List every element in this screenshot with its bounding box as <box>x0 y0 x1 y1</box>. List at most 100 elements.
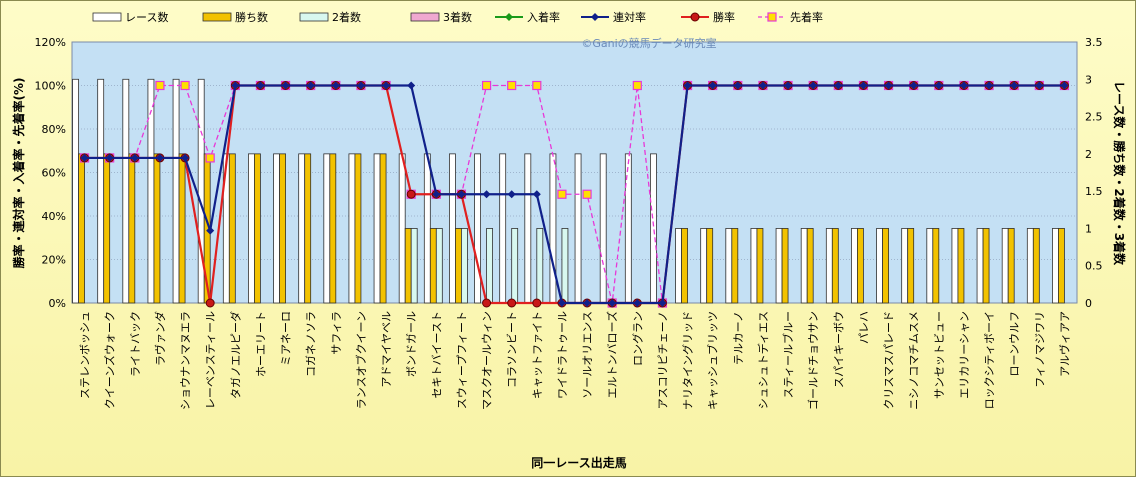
point-連対率 <box>959 81 968 90</box>
point-連対率 <box>155 153 164 162</box>
bars <box>72 78 1065 304</box>
bar-勝ち数 <box>1007 228 1015 304</box>
point-連対率 <box>934 81 943 90</box>
watermark: ©Ganiの競馬データ研究室 <box>581 36 716 50</box>
bar-レース数 <box>373 153 381 304</box>
bar-勝ち数 <box>806 228 814 304</box>
bar-レース数 <box>499 153 507 304</box>
right-tick-label: 1.5 <box>1085 185 1103 198</box>
category-label: アスコリピチェーノ <box>656 311 669 409</box>
category-label: スティールブルー <box>781 311 795 398</box>
legend-swatch <box>299 12 329 22</box>
bar-レース数 <box>750 228 758 304</box>
category-label: マスクオールウィン <box>481 311 494 410</box>
bar-レース数 <box>423 153 431 304</box>
point-勝率 <box>507 298 517 308</box>
legend-label: レース数 <box>125 11 168 24</box>
bar-勝ち数 <box>731 228 739 304</box>
point-先着率 <box>767 12 777 22</box>
category-label: ショウナンマヌエラ <box>179 311 192 410</box>
category-label: エリカリーシャン <box>958 311 971 399</box>
legend-label: 入着率 <box>527 10 560 24</box>
bar-勝ち数 <box>1032 228 1040 304</box>
left-tick-label: 80% <box>42 123 66 136</box>
bar-レース数 <box>876 228 883 304</box>
right-tick-label: 2.5 <box>1085 111 1103 124</box>
right-tick-label: 0 <box>1085 297 1092 310</box>
x-axis-title: 同一レース出走馬 <box>531 455 626 470</box>
point-連対率 <box>1010 81 1019 90</box>
category-label: ニシノコマチムスメ <box>908 311 921 410</box>
legend-item: 3着数 <box>410 10 472 24</box>
legend-swatch <box>410 12 440 22</box>
point-入着率 <box>505 13 513 21</box>
bar-勝ち数 <box>379 153 387 304</box>
category-label: セキトバイースト <box>430 311 443 398</box>
series-lines <box>79 80 1070 308</box>
bar-勝ち数 <box>706 228 714 304</box>
legend-swatch <box>92 12 122 22</box>
legend-item: 勝率 <box>681 10 735 24</box>
point-連対率 <box>80 153 89 162</box>
legend-item: 入着率 <box>495 10 560 24</box>
point-連対率 <box>105 153 114 162</box>
legend-item: レース数 <box>92 11 168 24</box>
point-連対率 <box>231 81 240 90</box>
category-label: ナリタイングリッド <box>681 311 695 410</box>
bar-レース数 <box>825 228 833 304</box>
point-先着率 <box>481 80 492 91</box>
legend-item: 勝ち数 <box>202 10 268 24</box>
category-label: ランスオブクイーン <box>354 311 368 409</box>
category-label: クリスマスパレード <box>883 311 896 410</box>
legend-label: 3着数 <box>443 10 472 24</box>
line-連対率 <box>84 84 1065 305</box>
legend-label: 先着率 <box>790 10 823 24</box>
right-tick-label: 0.5 <box>1085 260 1103 273</box>
category-label: テルカーノ <box>732 311 745 365</box>
bar-勝ち数 <box>329 153 337 304</box>
bar-勝ち数 <box>982 228 990 304</box>
category-label: エルトンバローズ <box>605 311 619 398</box>
point-連対率 <box>356 81 365 90</box>
right-tick-label: 3.5 <box>1085 36 1103 49</box>
legend-item: 2着数 <box>299 10 361 24</box>
bar-レース数 <box>474 153 481 304</box>
category-label: ラヴァンダ <box>153 311 167 366</box>
point-連対率 <box>708 81 717 90</box>
bar-レース数 <box>298 153 306 304</box>
point-勝率 <box>482 298 492 308</box>
bar-レース数 <box>348 153 356 304</box>
point-連対率 <box>1035 81 1044 90</box>
bar-勝ち数 <box>1058 228 1065 304</box>
point-先着率 <box>632 80 642 91</box>
point-連対率 <box>591 13 599 21</box>
bar-勝ち数 <box>304 153 312 304</box>
point-連対率 <box>658 299 667 307</box>
category-label: ミアネーロ <box>280 311 293 366</box>
point-連対率 <box>181 153 190 162</box>
category-label: ローンウルフ <box>1008 311 1021 376</box>
left-tick-label: 40% <box>42 210 66 223</box>
legend-swatch <box>202 12 232 22</box>
point-連対率 <box>130 153 139 162</box>
right-tick-label: 2 <box>1085 148 1092 161</box>
point-連対率 <box>758 81 767 90</box>
point-連対率 <box>382 81 391 90</box>
point-連対率 <box>583 299 592 307</box>
point-連対率 <box>532 190 541 199</box>
category-label: フィノマジワリ <box>1033 311 1046 388</box>
category-label: パレハ <box>857 311 870 344</box>
bar-レース数 <box>273 153 280 304</box>
point-連対率 <box>432 190 441 199</box>
right-tick-label: 1 <box>1085 222 1092 235</box>
bar-勝ち数 <box>254 153 261 304</box>
bar-勝ち数 <box>128 153 136 304</box>
point-連対率 <box>256 81 265 90</box>
bar-レース数 <box>248 153 255 304</box>
point-勝率 <box>205 298 215 308</box>
bar-勝ち数 <box>882 228 889 304</box>
bar-勝ち数 <box>354 153 362 304</box>
category-label: ホーエリート <box>254 311 267 377</box>
legend-label: 2着数 <box>332 10 361 24</box>
